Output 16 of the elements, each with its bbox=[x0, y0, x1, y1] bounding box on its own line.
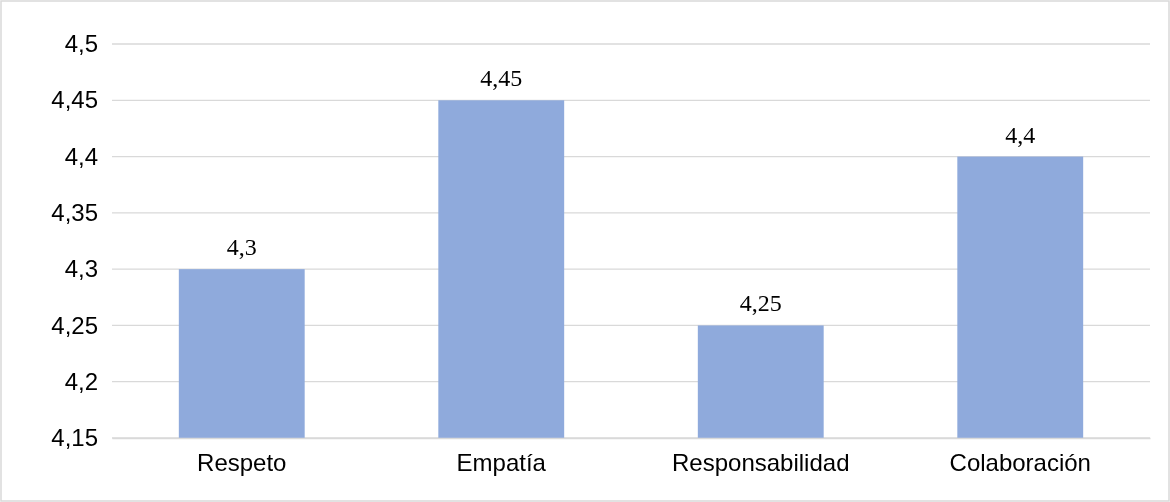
y-tick-label: 4,15 bbox=[51, 424, 98, 452]
y-tick-label: 4,35 bbox=[51, 199, 98, 227]
data-label: 4,4 bbox=[1005, 121, 1036, 148]
y-tick-label: 4,3 bbox=[64, 255, 98, 283]
y-tick-label: 4,45 bbox=[51, 86, 98, 114]
data-label: 4,3 bbox=[226, 234, 257, 261]
y-tick-label: 4,25 bbox=[51, 311, 98, 339]
x-tick-label: Colaboración bbox=[949, 449, 1091, 477]
data-label: 4,25 bbox=[739, 290, 782, 317]
x-tick-label: Respeto bbox=[197, 449, 287, 477]
y-tick-label: 4,5 bbox=[64, 30, 98, 58]
x-tick-label: Empatía bbox=[456, 449, 547, 477]
data-label: 4,45 bbox=[480, 65, 523, 92]
y-tick-label: 4,4 bbox=[64, 142, 98, 170]
y-tick-label: 4,2 bbox=[64, 367, 98, 395]
x-tick-label: Responsabilidad bbox=[672, 449, 850, 477]
